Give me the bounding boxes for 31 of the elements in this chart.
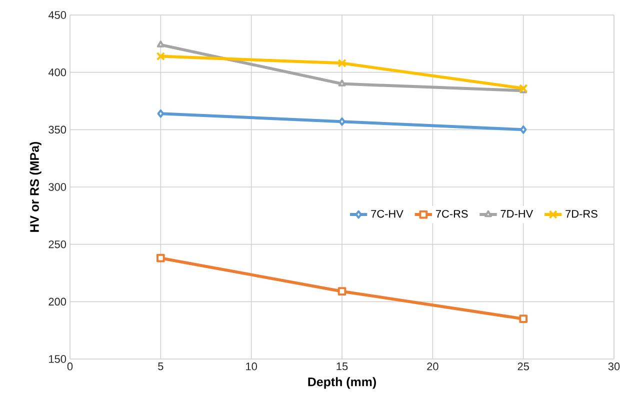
point: [520, 125, 527, 134]
point: [157, 109, 164, 118]
x-tick-label: 15: [336, 362, 348, 370]
point: [156, 52, 166, 61]
point: [156, 254, 165, 262]
point: [156, 40, 164, 48]
point: [338, 58, 346, 68]
y-tick-label: 450: [48, 11, 66, 19]
legend-label: 7C-RS: [436, 210, 468, 218]
y-tick-label: 200: [48, 298, 66, 306]
x-axis-title: Depth (mm): [308, 377, 376, 389]
point: [519, 314, 528, 324]
point: [518, 84, 528, 93]
y-tick-label: 350: [48, 126, 66, 134]
legend-label: 7D-HV: [500, 210, 534, 218]
point: [338, 80, 346, 86]
y-tick-label: 400: [48, 68, 66, 76]
point: [338, 117, 346, 126]
x-tick-label: 0: [67, 362, 73, 370]
point: [338, 287, 346, 296]
x-tick-label: 5: [158, 362, 164, 370]
x-tick-label: 30: [608, 362, 620, 370]
x-tick-label: 10: [246, 362, 257, 370]
x-tick-label: 25: [518, 362, 529, 370]
y-tick-label: 250: [48, 240, 66, 248]
x-tick-label: 20: [427, 362, 438, 370]
legend-label: 7C-HV: [371, 210, 404, 218]
y-tick-label: 150: [49, 355, 66, 363]
y-axis-title: HV or RS (MPa): [30, 142, 42, 232]
legend-label: 7D-RS: [566, 210, 598, 218]
y-tick-label: 300: [48, 183, 66, 191]
